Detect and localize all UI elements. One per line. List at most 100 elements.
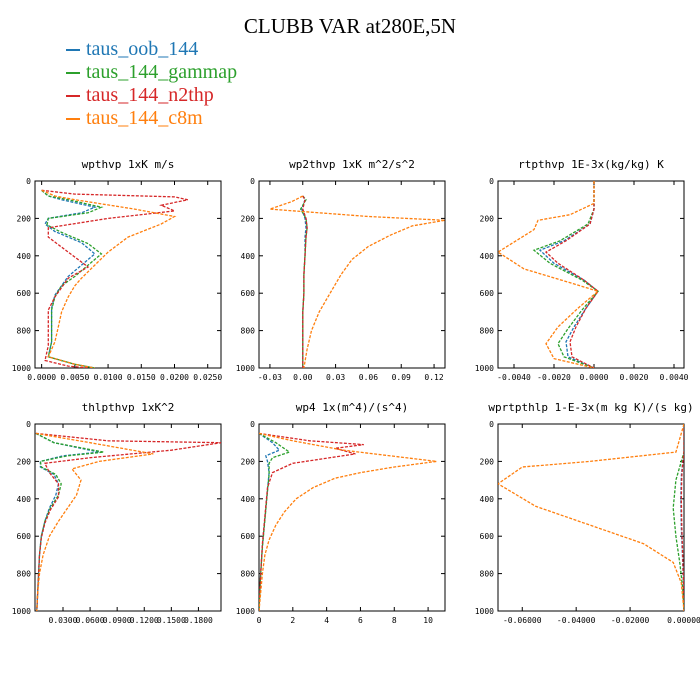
chart-panel: thlpthvp 1xK^2020040060080010000.03000.0… [12, 401, 222, 625]
series-line [680, 424, 684, 611]
chart-title: wp4 1x(m^4)/(s^4) [296, 401, 409, 414]
x-tick-label: 0.0300 [49, 616, 78, 625]
y-tick-label: 0 [250, 420, 255, 429]
y-tick-label: 600 [480, 532, 495, 541]
x-tick-label: 0.03 [326, 373, 345, 382]
x-tick-label: 0.0900 [103, 616, 132, 625]
y-tick-label: 1000 [475, 607, 494, 616]
y-tick-label: 400 [241, 252, 256, 261]
y-tick-label: 400 [17, 252, 32, 261]
y-tick-label: 800 [241, 570, 256, 579]
y-tick-label: 600 [480, 289, 495, 298]
y-tick-label: 1000 [236, 607, 255, 616]
series-line [498, 424, 684, 611]
y-tick-label: 200 [241, 214, 256, 223]
y-tick-label: 600 [17, 532, 32, 541]
y-tick-label: 400 [480, 252, 495, 261]
y-tick-label: 1000 [475, 364, 494, 373]
series-line [41, 189, 104, 368]
x-tick-label: 0.0050 [60, 373, 89, 382]
chart-title: thlpthvp 1xK^2 [82, 401, 175, 414]
x-tick-label: -0.02000 [611, 616, 650, 625]
legend-label: taus_oob_144 [86, 38, 199, 60]
legend-swatch-icon [66, 94, 80, 97]
x-tick-label: 0.00 [293, 373, 312, 382]
x-tick-label: 0.0000 [580, 373, 609, 382]
x-tick-label: -0.0020 [537, 373, 571, 382]
plot-frame [34, 423, 222, 612]
x-tick-label: 2 [290, 616, 295, 625]
y-tick-label: 0 [489, 420, 494, 429]
series-line [538, 181, 599, 368]
y-tick-label: 600 [241, 532, 256, 541]
x-tick-label: -0.03 [258, 373, 282, 382]
plot-frame [497, 423, 685, 612]
y-tick-label: 200 [241, 457, 256, 466]
y-tick-label: 600 [241, 289, 256, 298]
legend-item: taus_144_gammap [66, 61, 237, 84]
x-tick-label: 0.1200 [130, 616, 159, 625]
y-tick-label: 800 [241, 327, 256, 336]
x-tick-label: 0.0000 [27, 373, 56, 382]
x-tick-label: 0.09 [392, 373, 411, 382]
legend-label: taus_144_c8m [86, 107, 203, 129]
x-tick-label: 0.00000 [667, 616, 700, 625]
figure-title: CLUBB VAR at280E,5N [243, 14, 457, 38]
y-tick-label: 200 [17, 214, 32, 223]
y-tick-label: 200 [480, 457, 495, 466]
x-tick-label: 0.0250 [193, 373, 222, 382]
y-tick-label: 400 [17, 495, 32, 504]
chart-title: wprtpthlp 1-E-3x(m kg K)/(s kg) [488, 401, 693, 414]
x-tick-label: 0.0200 [160, 373, 189, 382]
legend-label: taus_144_n2thp [86, 84, 214, 106]
chart-title: rtpthvp 1E-3x(kg/kg) K [518, 158, 664, 171]
y-tick-label: 1000 [12, 364, 31, 373]
y-tick-label: 400 [480, 495, 495, 504]
x-tick-label: 4 [324, 616, 329, 625]
plot-frame [497, 180, 685, 369]
y-tick-label: 0 [250, 177, 255, 186]
x-tick-label: 6 [358, 616, 363, 625]
series-line [35, 432, 154, 611]
plot-frame [258, 180, 446, 369]
series-line [302, 195, 308, 368]
legend-label: taus_144_gammap [86, 61, 238, 83]
x-tick-label: -0.06000 [503, 616, 542, 625]
x-tick-label: 0.0150 [127, 373, 156, 382]
y-tick-label: 200 [17, 457, 32, 466]
series-line [259, 432, 281, 611]
y-tick-label: 1000 [12, 607, 31, 616]
series-line [498, 181, 600, 368]
x-tick-label: 0.0040 [660, 373, 689, 382]
x-tick-label: -0.0040 [497, 373, 531, 382]
y-tick-label: 1000 [236, 364, 255, 373]
series-line [35, 432, 221, 611]
chart-title: wpthvp 1xK m/s [82, 158, 175, 171]
series-line [269, 195, 445, 368]
series-line [259, 432, 437, 611]
x-tick-label: 0.0600 [76, 616, 105, 625]
series-line [35, 432, 104, 611]
x-tick-label: 0.1800 [184, 616, 213, 625]
y-tick-label: 800 [480, 570, 495, 579]
legend-swatch-icon [66, 117, 80, 120]
y-tick-label: 800 [17, 327, 32, 336]
y-tick-label: 400 [241, 495, 256, 504]
x-tick-label: 0 [257, 616, 262, 625]
chart-panel: wp2thvp 1xK m^2/s^2 0 200 400 600 800 1000-0.0… [236, 158, 446, 382]
legend-item: taus_144_n2thp [66, 84, 237, 107]
y-tick-label: 0 [26, 177, 31, 186]
plot-frame [34, 180, 222, 369]
x-tick-label: 10 [423, 616, 433, 625]
series-line [672, 424, 684, 611]
legend-item: taus_oob_144 [66, 38, 237, 61]
y-tick-label: 800 [480, 327, 495, 336]
x-tick-label: 0.0020 [620, 373, 649, 382]
plot-frame [258, 423, 446, 612]
series-line [259, 432, 364, 611]
series-line [259, 432, 291, 611]
x-tick-label: 8 [392, 616, 397, 625]
